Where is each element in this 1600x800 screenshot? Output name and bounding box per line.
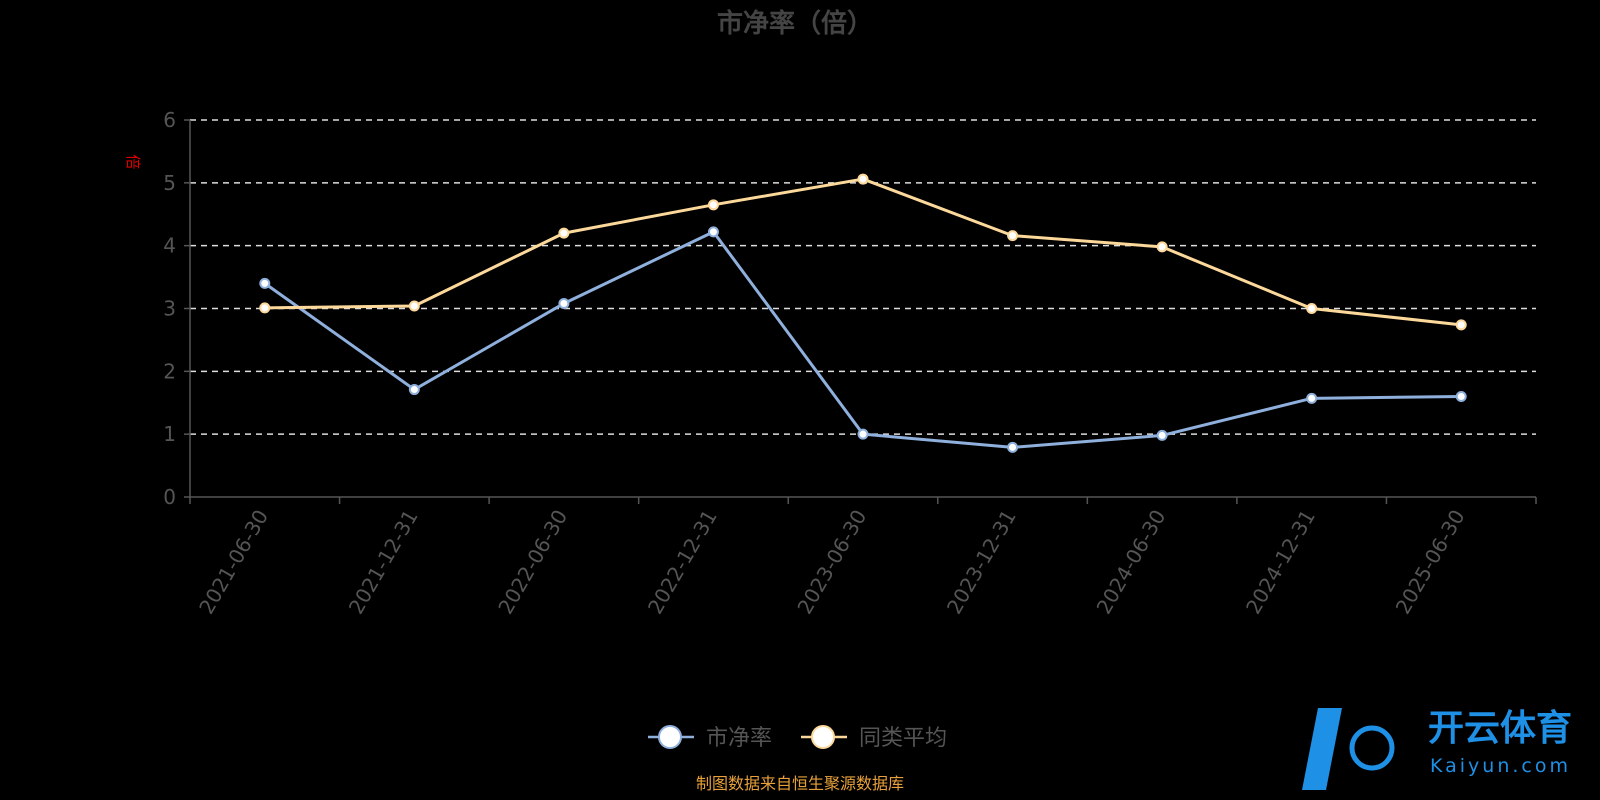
- data-point: [707, 199, 719, 211]
- k-letter-icon: [1302, 708, 1342, 790]
- data-point: [408, 300, 420, 312]
- data-point: [1306, 303, 1318, 314]
- y-tick-label: 3: [163, 297, 176, 321]
- watermark-brand: 开云体育: [1428, 708, 1572, 749]
- x-tick-label: 2021-12-31: [344, 506, 423, 619]
- data-point: [1156, 429, 1168, 441]
- x-tick-label: 2021-06-30: [194, 506, 273, 619]
- x-tick-label: 2025-06-30: [1391, 506, 1470, 619]
- legend-swatch-marker: [811, 725, 835, 749]
- x-tick-label: 2022-12-31: [643, 506, 722, 619]
- series-line: [264, 177, 1462, 327]
- data-point: [558, 297, 570, 309]
- y-tick-label: 1: [163, 422, 176, 446]
- x-tick-label: 2023-06-30: [792, 506, 871, 619]
- y-tick-label: 6: [163, 108, 176, 132]
- data-point: [1455, 390, 1467, 402]
- y-tick-label: 5: [163, 171, 176, 195]
- x-tick-label: 2024-12-31: [1241, 506, 1320, 619]
- y-tick-label: 2: [163, 359, 176, 383]
- data-point: [707, 226, 719, 238]
- x-tick-label: 2024-06-30: [1092, 506, 1171, 619]
- data-point: [1007, 230, 1019, 242]
- watermark-logo: 开云体育 Kaiyun.com: [1302, 708, 1572, 790]
- x-tick-label: 2023-12-31: [942, 506, 1021, 619]
- y-tick-label: 4: [163, 234, 176, 258]
- watermark-domain: Kaiyun.com: [1430, 755, 1571, 777]
- y-axis-label: 倍: [124, 154, 142, 169]
- x-tick-label: 2022-06-30: [493, 506, 572, 619]
- data-point: [1455, 319, 1467, 331]
- y-tick-label: 0: [163, 485, 176, 509]
- data-point: [1156, 241, 1168, 253]
- axes: 0 1 2 3 4 5 6 2021-06-30 2021-12-31 2022-06-30 202…: [163, 108, 1537, 619]
- legend-swatch-marker: [658, 725, 682, 749]
- data-point: [857, 173, 869, 185]
- data-point: [558, 227, 570, 239]
- legend[interactable]: 市净率 同类平均: [648, 725, 947, 751]
- series-layer: [259, 173, 1467, 453]
- legend-label: 市净率: [706, 726, 772, 751]
- legend-label: 同类平均: [859, 726, 947, 751]
- data-point: [259, 302, 271, 314]
- data-source-note: 制图数据来自恒生聚源数据库: [696, 774, 904, 793]
- football-icon: [1349, 725, 1395, 771]
- chart-title: 市净率（倍）: [717, 8, 873, 39]
- legend-item[interactable]: 市净率: [648, 725, 772, 751]
- data-point: [857, 428, 869, 440]
- data-point: [259, 277, 271, 289]
- data-point: [1306, 392, 1318, 404]
- data-point: [1007, 441, 1019, 453]
- grid-lines: [190, 119, 1536, 435]
- data-point: [408, 384, 420, 396]
- series-line: [263, 230, 1462, 449]
- legend-item[interactable]: 同类平均: [801, 725, 947, 751]
